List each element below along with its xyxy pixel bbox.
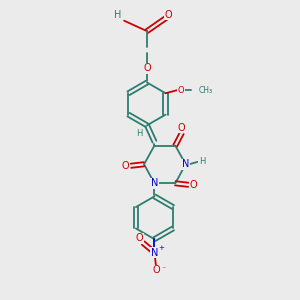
Text: +: + — [158, 245, 164, 251]
Text: O: O — [178, 86, 184, 95]
Text: O: O — [136, 233, 143, 243]
Text: O: O — [190, 180, 197, 190]
Text: N: N — [151, 248, 158, 257]
Text: O: O — [165, 10, 172, 20]
Text: CH₃: CH₃ — [199, 86, 213, 95]
Text: N: N — [182, 159, 189, 169]
Text: H: H — [136, 129, 142, 138]
Text: O: O — [143, 63, 151, 73]
Text: H: H — [114, 10, 122, 20]
Text: O: O — [152, 266, 160, 275]
Text: O: O — [122, 161, 129, 171]
Text: H: H — [199, 157, 205, 166]
Text: ⁻: ⁻ — [161, 265, 165, 274]
Text: N: N — [151, 178, 158, 188]
Text: O: O — [178, 123, 186, 133]
